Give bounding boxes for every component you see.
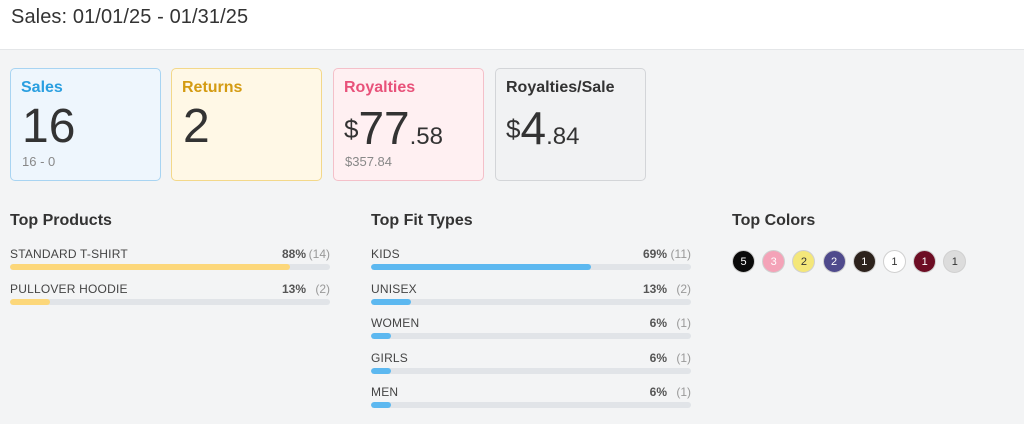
product-bar-track (10, 264, 330, 270)
product-bar-fill (10, 298, 50, 305)
sales-label: Sales (21, 79, 63, 96)
fit-type-pct: 6% (649, 350, 667, 365)
returns-card: Returns 2 (171, 68, 322, 181)
fit-type-pct: 13% (642, 281, 667, 296)
fit-type-count: (2) (676, 281, 691, 296)
fit-type-pct: 6% (649, 385, 667, 399)
fit-type-name: UNISEX (371, 281, 417, 296)
fit-type-bar-fill (371, 367, 391, 374)
royalties-value: $77.58 (344, 101, 443, 155)
fit-type-count: (1) (676, 350, 691, 365)
fit-type-name: GIRLS (371, 350, 409, 365)
royalties-label: Royalties (344, 79, 416, 96)
fit-type-bar-track (371, 367, 691, 374)
fit-type-pct: 69% (642, 247, 667, 261)
royalties-int: 77 (358, 102, 410, 154)
royalties-per-sale-int: 4 (520, 102, 547, 154)
fit-type-count: (1) (676, 385, 691, 399)
fit-type-pct: 6% (649, 316, 667, 330)
color-swatch[interactable]: 2 (822, 250, 846, 273)
fit-type-bar-track (371, 402, 691, 408)
fit-type-count: (11) (670, 247, 691, 261)
fit-type-bar-fill (371, 298, 411, 305)
color-swatch[interactable]: 5 (732, 250, 755, 273)
fit-type-bar-track (371, 333, 691, 339)
product-row: STANDARD T-SHIRT 88% (14) (10, 247, 330, 282)
product-pct: 13% (281, 281, 306, 296)
fit-type-bar-track (371, 264, 691, 270)
fit-type-count: (1) (676, 316, 691, 330)
top-products-title: Top Products (10, 212, 112, 229)
color-swatch[interactable]: 1 (913, 250, 937, 273)
product-count: (2) (315, 281, 330, 296)
fit-type-bar-track (371, 298, 691, 305)
top-fit-types-list: KIDS 69% (11) UNISEX 13% (2) WOMEN 6% (1… (371, 247, 691, 420)
royalties-per-sale-dec: .84 (546, 123, 580, 150)
sales-card: Sales 16 16 - 0 (10, 68, 161, 181)
fit-type-name: MEN (371, 385, 399, 399)
top-fit-types-title: Top Fit Types (371, 212, 473, 229)
product-count: (14) (308, 247, 330, 261)
royalties-per-sale-card: Royalties/Sale $4.84 (495, 68, 646, 181)
product-pct: 88% (281, 247, 306, 261)
returns-value: 2 (183, 100, 210, 153)
fit-type-row: KIDS 69% (11) (371, 247, 691, 282)
royalties-per-sale-label: Royalties/Sale (506, 79, 615, 96)
color-swatch[interactable]: 1 (852, 250, 876, 273)
royalties-per-sale-value: $4.84 (506, 101, 579, 155)
fit-type-bar-fill (371, 333, 391, 339)
product-bar-track (10, 298, 330, 305)
royalties-dec: .58 (409, 123, 444, 150)
product-bar-fill (10, 264, 290, 270)
royalties-currency: $ (344, 114, 359, 144)
color-swatch[interactable]: 3 (762, 250, 786, 273)
page-title: Sales: 01/01/25 - 01/31/25 (11, 6, 249, 28)
returns-label: Returns (182, 79, 243, 96)
sales-breakdown: 16 - 0 (22, 154, 56, 169)
product-name: STANDARD T-SHIRT (10, 247, 128, 261)
fit-type-name: KIDS (371, 247, 400, 261)
royalties-gross: $357.84 (345, 154, 392, 169)
color-swatch[interactable]: 1 (882, 250, 906, 273)
royalties-per-sale-currency: $ (506, 114, 521, 144)
top-colors-title: Top Colors (732, 212, 816, 229)
fit-type-row: UNISEX 13% (2) (371, 282, 691, 317)
page-header: Sales: 01/01/25 - 01/31/25 (0, 0, 1024, 50)
fit-type-row: MEN 6% (1) (371, 385, 691, 420)
top-products-list: STANDARD T-SHIRT 88% (14) PULLOVER HOODI… (10, 247, 330, 316)
top-colors-list: 5 3 2 2 1 1 1 1 (732, 250, 974, 273)
fit-type-bar-fill (371, 264, 591, 270)
product-name: PULLOVER HOODIE (10, 281, 128, 296)
color-swatch[interactable]: 2 (792, 250, 816, 273)
color-swatch[interactable]: 1 (943, 250, 967, 273)
product-row: PULLOVER HOODIE 13% (2) (10, 282, 330, 317)
sales-value: 16 (22, 100, 76, 153)
fit-type-bar-fill (371, 402, 391, 408)
fit-type-row: GIRLS 6% (1) (371, 351, 691, 386)
fit-type-row: WOMEN 6% (1) (371, 316, 691, 351)
royalties-card: Royalties $77.58 $357.84 (333, 68, 484, 181)
fit-type-name: WOMEN (371, 316, 420, 330)
